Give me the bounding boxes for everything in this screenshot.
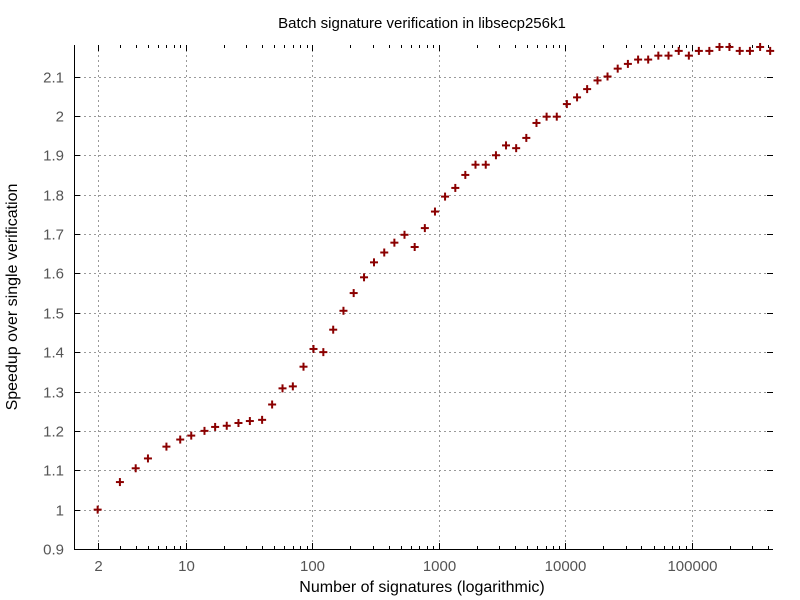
data-point <box>131 464 140 473</box>
data-point <box>339 306 348 315</box>
data-point <box>93 505 102 514</box>
data-point <box>674 46 683 55</box>
y-tick-label: 1.8 <box>43 188 64 205</box>
axes <box>74 45 773 550</box>
data-point <box>268 400 277 409</box>
data-point <box>756 42 765 51</box>
y-tick-label: 1.7 <box>43 227 64 244</box>
data-point <box>319 348 328 357</box>
y-tick-label: 0.9 <box>43 542 64 559</box>
data-point <box>522 133 531 142</box>
data-point <box>420 224 429 233</box>
data-point <box>390 238 399 247</box>
tick-labels: 2 10 100 1000 10000 100000 0.9 1 1.1 1.2 1.3 1.4 1.5… <box>43 70 717 576</box>
x-tick-label: 10 <box>178 558 195 575</box>
x-axis-title: Number of signatures (logarithmic) <box>299 579 544 596</box>
data-point <box>644 55 653 64</box>
data-point <box>187 431 196 440</box>
data-point <box>532 118 541 127</box>
data-point <box>593 76 602 85</box>
data-point <box>143 454 152 463</box>
data-point <box>162 442 171 451</box>
x-tick-label: 100000 <box>667 558 717 575</box>
data-point <box>705 46 714 55</box>
y-tick-label: 1 <box>56 503 64 520</box>
data-point <box>349 289 358 298</box>
data-point <box>512 144 521 153</box>
data-point <box>766 46 775 55</box>
data-point <box>634 55 643 64</box>
data-point <box>299 362 308 371</box>
data-point <box>715 42 724 51</box>
x-tick-label: 10000 <box>545 558 587 575</box>
data-point <box>684 51 693 60</box>
data-point <box>735 46 744 55</box>
data-point <box>542 112 551 121</box>
data-point <box>200 426 209 435</box>
data-point <box>222 421 231 430</box>
data-point <box>613 64 622 73</box>
data-point <box>115 478 124 487</box>
data-point <box>583 85 592 94</box>
data-point <box>562 100 571 109</box>
chart-title: Batch signature verification in libsecp2… <box>278 15 566 32</box>
y-tick-label: 1.9 <box>43 148 64 165</box>
data-point <box>258 415 267 424</box>
data-point <box>360 273 369 282</box>
data-point <box>654 51 663 60</box>
data-point <box>176 435 185 444</box>
y-tick-label: 1.4 <box>43 345 64 362</box>
y-tick-label: 2 <box>56 109 64 126</box>
data-point <box>481 160 490 169</box>
data-point <box>694 46 703 55</box>
data-point <box>288 382 297 391</box>
data-point <box>234 419 243 427</box>
data-point <box>410 242 419 251</box>
x-tick-label: 1000 <box>423 558 456 575</box>
data-point <box>441 192 450 201</box>
data-point <box>502 141 511 150</box>
data-point <box>623 59 632 68</box>
data-point <box>309 344 318 353</box>
data-point <box>461 170 470 179</box>
x-tick-label: 100 <box>300 558 325 575</box>
y-tick-label: 1.5 <box>43 306 64 323</box>
data-point <box>451 183 460 192</box>
data-point <box>245 417 254 426</box>
y-axis-title: Speedup over single verification <box>4 184 21 411</box>
data-point <box>573 93 582 102</box>
y-tick-label: 2.1 <box>43 70 64 87</box>
data-point <box>471 160 480 169</box>
data-point <box>400 230 409 239</box>
data-point <box>329 325 338 334</box>
data-point <box>430 207 439 216</box>
data-point <box>211 422 220 431</box>
x-tick-label: 2 <box>94 558 102 575</box>
y-tick-label: 1.3 <box>43 385 64 402</box>
data-point <box>380 248 389 257</box>
data-point <box>491 151 500 160</box>
data-points <box>93 42 775 514</box>
y-tick-label: 1.6 <box>43 266 64 283</box>
grid <box>74 45 773 550</box>
y-tick-label: 1.1 <box>43 463 64 480</box>
data-point <box>370 258 379 267</box>
y-tick-label: 1.2 <box>43 424 64 441</box>
data-point <box>725 42 734 51</box>
data-point <box>745 46 754 55</box>
data-point <box>278 384 287 393</box>
data-point <box>603 72 612 81</box>
data-point <box>664 51 673 60</box>
data-point <box>552 112 561 121</box>
